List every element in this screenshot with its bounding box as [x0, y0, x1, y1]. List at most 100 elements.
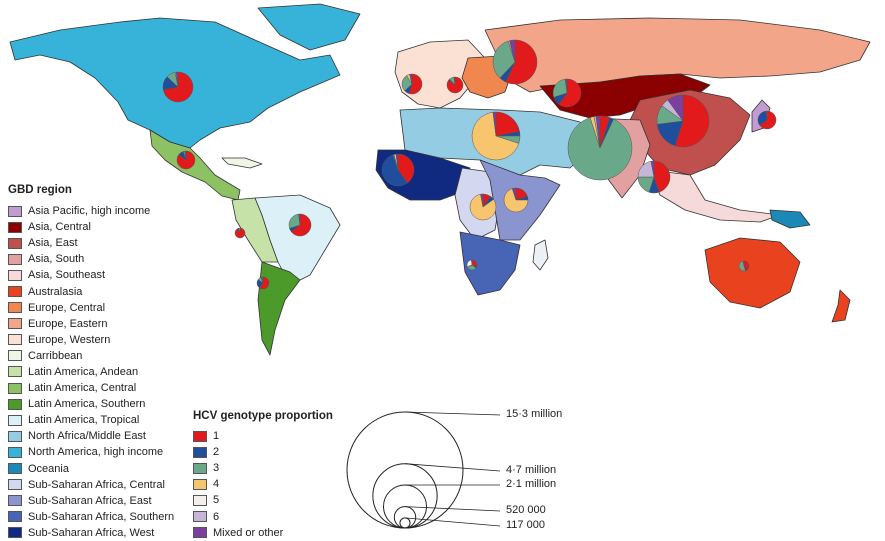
legend-swatch [8, 334, 22, 345]
legend-swatch [193, 447, 207, 458]
legend-label: Sub-Saharan Africa, West [28, 527, 154, 539]
pie-asia-east [657, 95, 709, 147]
size-legend-label: 117 000 [506, 519, 545, 531]
region-legend-item: North America, high income [8, 444, 174, 460]
region-legend-item: Sub-Saharan Africa, Central [8, 477, 174, 493]
pie-asia-southeast [638, 161, 670, 193]
region-legend-item: Asia, Central [8, 219, 174, 235]
region-legend-item: Sub-Saharan Africa, Southern [8, 509, 174, 525]
region-madagascar [533, 240, 548, 270]
region-legend-item: Europe, Western [8, 332, 174, 348]
legend-swatch [8, 415, 22, 426]
region-oceania [770, 210, 810, 228]
size-circle [394, 507, 415, 528]
legend-swatch [193, 495, 207, 506]
legend-swatch [8, 431, 22, 442]
region-legend-item: Europe, Central [8, 300, 174, 316]
legend-label: Europe, Western [28, 334, 110, 346]
legend-swatch [8, 447, 22, 458]
legend-swatch [8, 495, 22, 506]
genotype-legend-item: 3 [193, 460, 283, 476]
legend-label: Latin America, Andean [28, 366, 138, 378]
legend-label: Sub-Saharan Africa, Southern [28, 511, 174, 523]
legend-swatch [193, 511, 207, 522]
genotype-legend-item: 5 [193, 492, 283, 508]
pie-sub-saharan-africa-central [470, 194, 496, 220]
legend-swatch [8, 222, 22, 233]
legend-label: Sub-Saharan Africa, East [28, 495, 152, 507]
region-latin-america-southern [258, 262, 300, 355]
genotype-legend-item: Mixed or other [193, 525, 283, 541]
legend-swatch [8, 238, 22, 249]
legend-label: Latin America, Tropical [28, 414, 139, 426]
legend-swatch [8, 318, 22, 329]
genotype-legend-item: 1 [193, 428, 283, 444]
legend-swatch [8, 511, 22, 522]
legend-label: 6 [213, 511, 219, 523]
region-legend-item: Asia, South [8, 251, 174, 267]
pie-australasia [739, 261, 749, 271]
region-legend-item: North Africa/Middle East [8, 428, 174, 444]
region-legend-title: GBD region [8, 184, 72, 196]
genotype-legend-item: 4 [193, 476, 283, 492]
region-legend-item: Sub-Saharan Africa, East [8, 493, 174, 509]
legend-swatch [193, 431, 207, 442]
size-circle [347, 412, 463, 528]
region-australasia [705, 238, 800, 308]
legend-label: 5 [213, 494, 219, 506]
region-legend-item: Latin America, Central [8, 380, 174, 396]
legend-label: Latin America, Southern [28, 398, 145, 410]
legend-label: North America, high income [28, 446, 163, 458]
legend-swatch [8, 463, 22, 474]
size-legend-label: 4·7 million [506, 464, 556, 476]
legend-swatch [8, 270, 22, 281]
pie-sub-saharan-africa-west [382, 154, 414, 186]
legend-label: Europe, Central [28, 302, 105, 314]
legend-label: Asia, Southeast [28, 269, 105, 281]
legend-swatch [8, 527, 22, 538]
pie-north-africa-middle-east [472, 112, 520, 160]
region-new-zealand [832, 290, 850, 322]
region-greenland [258, 4, 360, 50]
legend-label: Europe, Eastern [28, 318, 108, 330]
region-legend-item: Asia, Southeast [8, 267, 174, 283]
size-leader-line [405, 507, 500, 511]
legend-swatch [8, 254, 22, 265]
region-legend-item: Australasia [8, 283, 174, 299]
pie-asia-south [568, 116, 632, 180]
legend-swatch [8, 206, 22, 217]
region-legend-item: Latin America, Southern [8, 396, 174, 412]
region-legend-item: Europe, Eastern [8, 316, 174, 332]
legend-swatch [8, 479, 22, 490]
legend-label: Oceania [28, 463, 69, 475]
legend-swatch [8, 383, 22, 394]
region-legend-item: Latin America, Tropical [8, 412, 174, 428]
pie-north-america-high-income [163, 72, 193, 102]
legend-label: Latin America, Central [28, 382, 136, 394]
legend-label: Asia, South [28, 253, 84, 265]
pie-sub-saharan-africa-southern [467, 260, 477, 270]
pie-latin-america-southern [257, 277, 269, 289]
pie-latin-america-tropical [289, 214, 311, 236]
pie-europe-eastern [493, 40, 537, 84]
pie-caribbean [177, 151, 195, 169]
size-circle [400, 518, 410, 528]
genotype-legend-title: HCV genotype proportion [193, 410, 333, 422]
legend-swatch [193, 463, 207, 474]
legend-swatch [8, 350, 22, 361]
pie-europe-central [447, 77, 463, 93]
legend-swatch [193, 479, 207, 490]
region-legend-item: Oceania [8, 461, 174, 477]
legend-label: Sub-Saharan Africa, Central [28, 479, 165, 491]
legend-swatch [8, 366, 22, 377]
region-legend: Asia Pacific, high income Asia, Central As… [8, 203, 174, 541]
genotype-legend-item: 2 [193, 444, 283, 460]
legend-swatch [193, 527, 207, 538]
legend-label: 2 [213, 446, 219, 458]
pie-europe-western [402, 74, 422, 94]
legend-label: Asia Pacific, high income [28, 205, 150, 217]
region-legend-item: Asia Pacific, high income [8, 203, 174, 219]
pie-sub-saharan-africa-east [504, 188, 528, 212]
legend-label: 1 [213, 430, 219, 442]
